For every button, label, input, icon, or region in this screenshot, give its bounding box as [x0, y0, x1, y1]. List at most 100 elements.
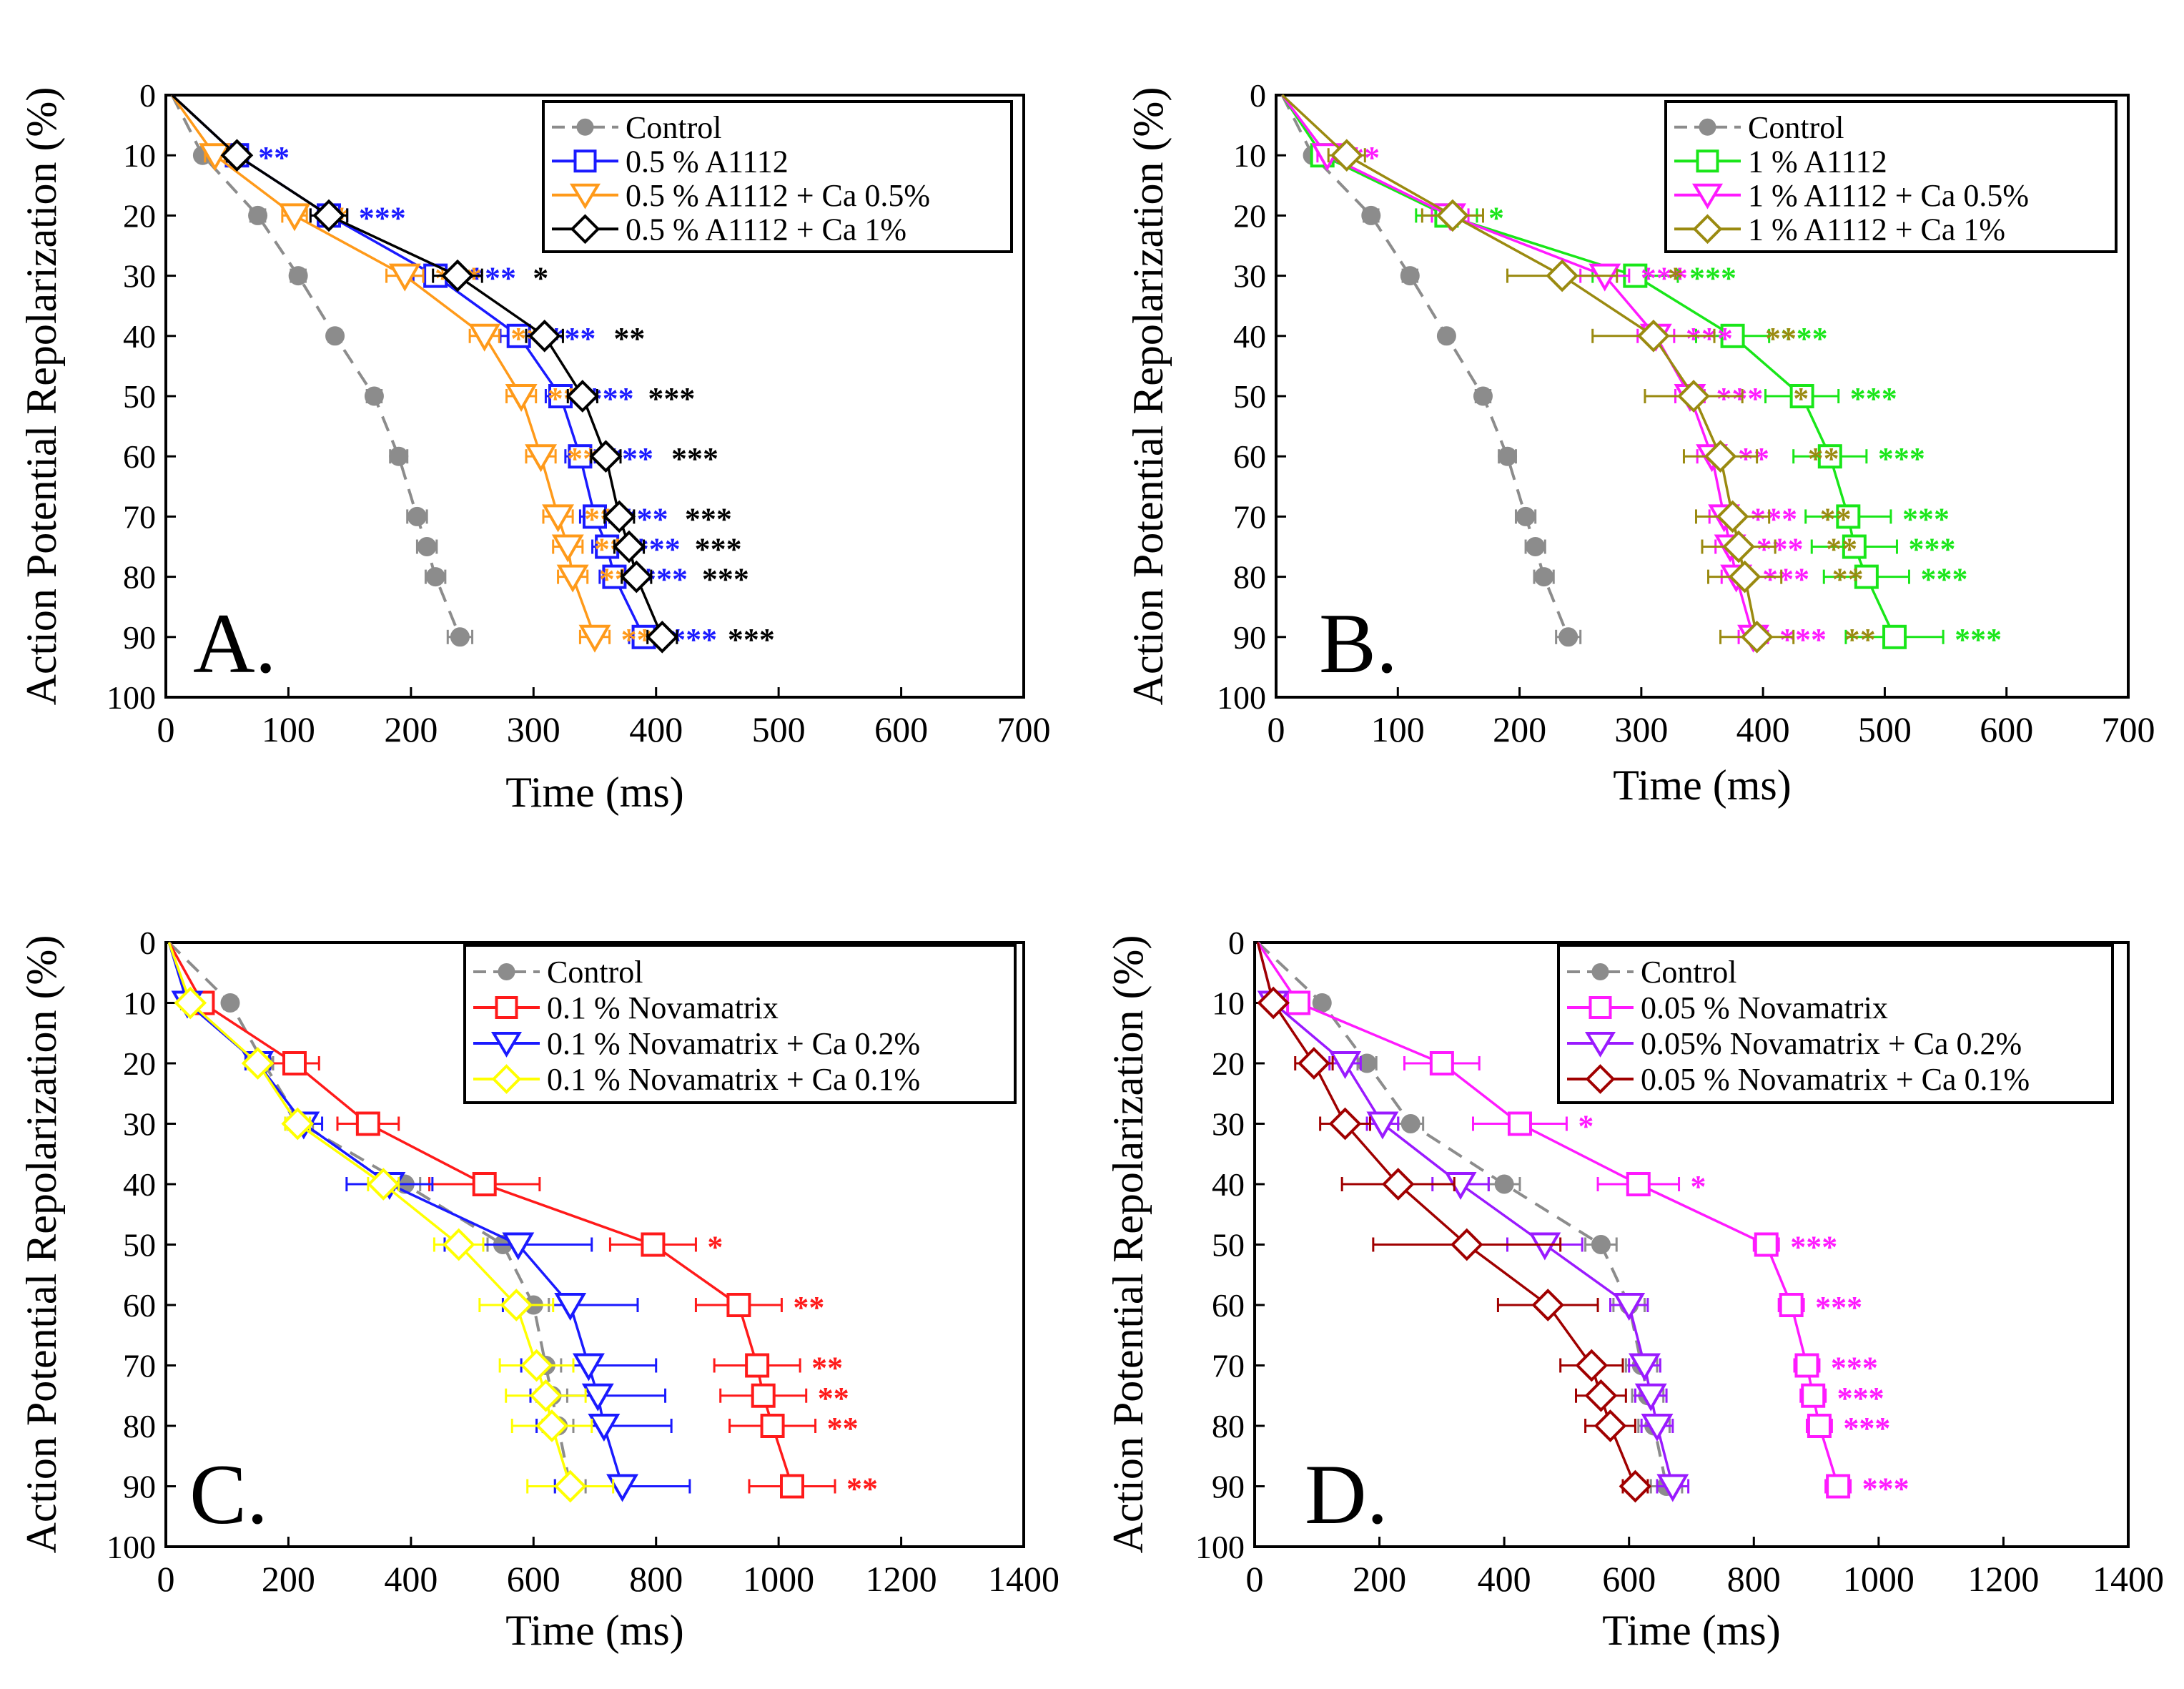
- legend-label: 0.1 % Novamatrix: [547, 990, 779, 1025]
- panel-label: B.: [1319, 596, 1398, 691]
- legend-marker: [570, 214, 601, 245]
- x-axis-title: Time (ms): [505, 769, 684, 816]
- data-point: [450, 627, 470, 647]
- legend-label: Control: [1748, 110, 1844, 145]
- data-point: [528, 319, 561, 353]
- legend-marker: [1591, 963, 1609, 980]
- panel-label: C.: [189, 1447, 268, 1542]
- data-point: [760, 1414, 785, 1438]
- data-point: [1534, 567, 1554, 587]
- significance-stars: **: [1844, 622, 1876, 657]
- y-tick-label: 20: [123, 197, 156, 234]
- significance-stars: ***: [1756, 532, 1804, 567]
- data-point: [1328, 1107, 1362, 1141]
- y-tick-label: 20: [123, 1045, 156, 1082]
- y-tick-label: 90: [1212, 1469, 1245, 1505]
- y-tick-label: 60: [123, 1287, 156, 1324]
- legend-label: 0.05 % Novamatrix: [1641, 990, 1888, 1025]
- x-tick-label: 400: [384, 1559, 438, 1599]
- y-tick-label: 0: [1228, 925, 1245, 961]
- data-point: [220, 993, 240, 1013]
- data-point: [248, 205, 268, 225]
- x-tick-label: 0: [157, 1559, 175, 1599]
- data-point: [281, 1107, 315, 1141]
- significance-stars: ***: [685, 501, 732, 536]
- legend-marker: [495, 996, 518, 1019]
- x-tick-label: 400: [629, 709, 683, 749]
- y-tick-label: 50: [1233, 378, 1266, 415]
- legend-box: [542, 100, 1013, 253]
- significance-stars: ***: [702, 562, 749, 597]
- data-point: [1826, 1474, 1851, 1499]
- data-point: [1807, 1414, 1832, 1438]
- significance-stars: *: [1578, 1109, 1593, 1144]
- significance-stars: ***: [1908, 532, 1955, 567]
- significance-stars: ***: [1716, 381, 1763, 416]
- significance-stars: ***: [728, 622, 775, 657]
- data-point: [620, 560, 653, 594]
- data-point: [1498, 446, 1518, 466]
- significance-stars: ***: [1850, 381, 1897, 416]
- data-point: [1516, 506, 1536, 526]
- y-tick-label: 10: [1212, 985, 1245, 1022]
- data-point: [1794, 1353, 1819, 1378]
- data-point: [1626, 1172, 1651, 1196]
- x-tick-label: 400: [1478, 1559, 1531, 1599]
- data-point: [613, 530, 646, 563]
- x-tick-label: 200: [1353, 1559, 1406, 1599]
- y-tick-label: 70: [1233, 498, 1266, 535]
- significance-stars: ***: [1837, 1381, 1884, 1416]
- legend-label: Control: [1641, 955, 1736, 990]
- data-point: [1613, 1293, 1646, 1321]
- data-point: [407, 506, 427, 526]
- y-tick-label: 100: [1217, 679, 1266, 716]
- data-point: [425, 567, 445, 587]
- x-tick-label: 600: [507, 1559, 560, 1599]
- y-tick-label: 0: [139, 77, 156, 114]
- data-point: [278, 203, 311, 232]
- data-point: [1619, 1469, 1652, 1503]
- legend-box: [463, 944, 1017, 1104]
- significance-stars: *: [707, 1230, 723, 1265]
- legend-marker: [576, 118, 594, 136]
- x-tick-label: 100: [262, 709, 315, 749]
- y-tick-label: 40: [1233, 318, 1266, 355]
- data-point: [1329, 1051, 1362, 1080]
- data-point: [1754, 1232, 1779, 1257]
- y-tick-label: 30: [1233, 258, 1266, 295]
- data-point: [554, 1293, 587, 1321]
- significance-stars: **: [1826, 532, 1857, 567]
- data-point: [588, 1414, 621, 1442]
- data-point: [1546, 259, 1578, 292]
- legend-marker: [1588, 996, 1612, 1019]
- data-point: [1677, 380, 1710, 413]
- data-point: [1507, 1111, 1532, 1136]
- x-tick-label: 1200: [1967, 1559, 2039, 1599]
- data-point: [367, 1168, 400, 1201]
- significance-stars: ***: [1920, 562, 1967, 597]
- legend-label: 0.1 % Novamatrix + Ca 0.1%: [547, 1062, 920, 1097]
- significance-stars: **: [1765, 321, 1797, 356]
- data-point: [745, 1353, 770, 1378]
- y-tick-label: 10: [1233, 137, 1266, 174]
- y-tick-label: 30: [123, 1106, 156, 1143]
- significance-stars: ***: [1902, 501, 1950, 536]
- data-point: [1257, 986, 1290, 1020]
- data-point: [525, 444, 558, 473]
- y-tick-label: 80: [123, 1408, 156, 1444]
- y-tick-label: 90: [1233, 619, 1266, 656]
- y-tick-label: 70: [1212, 1348, 1245, 1384]
- significance-stars: **: [1738, 441, 1769, 476]
- data-point: [468, 323, 501, 352]
- data-point: [542, 504, 575, 533]
- data-point: [1882, 624, 1907, 649]
- y-tick-label: 50: [123, 378, 156, 415]
- legend-label: Control: [626, 110, 721, 145]
- data-point: [417, 537, 437, 556]
- significance-stars: ***: [1878, 441, 1925, 476]
- x-tick-label: 1400: [2092, 1559, 2164, 1599]
- significance-stars: *: [1488, 200, 1504, 235]
- y-tick-label: 0: [139, 925, 156, 961]
